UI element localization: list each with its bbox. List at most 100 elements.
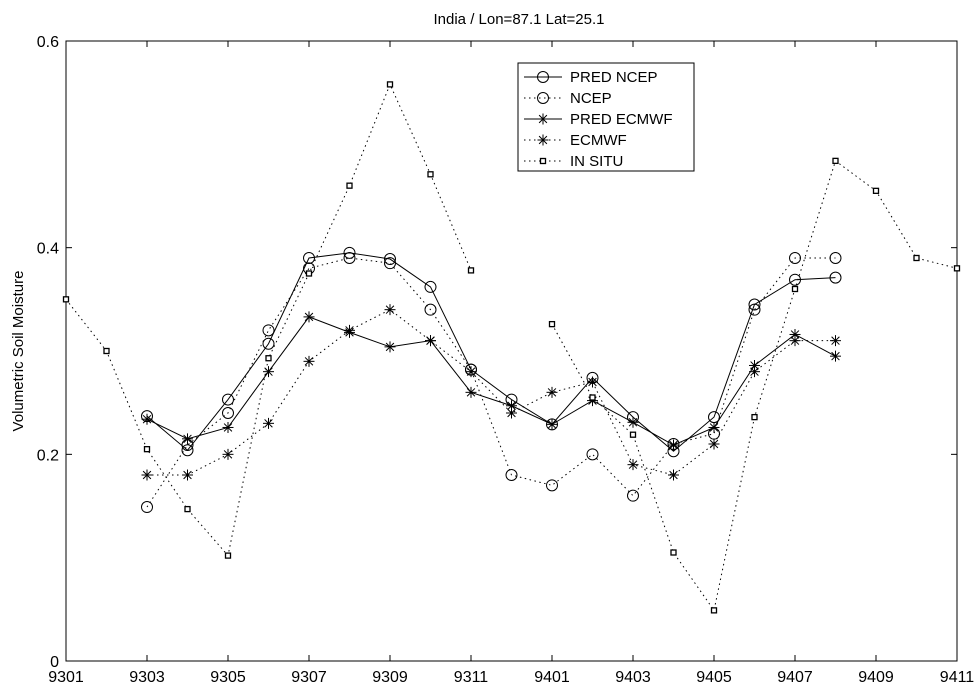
asterisk-stroke <box>264 367 273 376</box>
circle-marker <box>748 303 761 316</box>
circle-marker <box>627 489 639 502</box>
series-in-situ <box>62 81 961 614</box>
square-marker <box>184 505 191 513</box>
circle-marker <box>789 252 801 264</box>
square-marker <box>346 182 353 189</box>
legend-label-in-situ: IN SITU <box>570 153 623 170</box>
asterisk-marker <box>830 350 841 362</box>
asterisk-marker <box>263 417 274 429</box>
asterisk-marker <box>749 359 760 371</box>
asterisk-marker <box>141 469 153 481</box>
legend-label-ncep: NCEP <box>570 90 612 107</box>
asterisk-stroke <box>628 418 638 427</box>
circle-marker <box>537 92 549 104</box>
square-marker <box>467 267 475 274</box>
asterisk-marker <box>182 469 193 481</box>
asterisk-stroke <box>750 367 759 376</box>
asterisk-marker <box>749 366 760 378</box>
asterisk-marker <box>263 366 274 378</box>
asterisk-stroke <box>183 470 192 480</box>
chart-title: India / Lon=87.1 Lat=25.1 <box>434 11 605 28</box>
series-ecmwf <box>141 304 841 481</box>
asterisk-stroke <box>628 460 638 469</box>
plot-frame <box>65 40 958 662</box>
square-marker <box>710 607 718 614</box>
asterisk-marker <box>668 439 679 451</box>
asterisk-marker <box>303 355 315 367</box>
series-line-in-situ <box>65 83 472 557</box>
series-line-in-situ <box>551 160 958 612</box>
square-marker <box>913 254 920 262</box>
asterisk-stroke <box>831 351 840 361</box>
asterisk-stroke <box>385 305 395 314</box>
circle-marker <box>829 271 842 284</box>
asterisk-stroke <box>426 336 435 345</box>
x-tick-label: 9303 <box>129 669 165 686</box>
series-layer <box>62 81 961 614</box>
square-marker <box>386 81 394 88</box>
asterisk-marker <box>546 418 558 430</box>
square-marker <box>832 157 839 165</box>
x-tick-label: 9309 <box>372 669 408 686</box>
asterisk-stroke <box>709 439 719 449</box>
square-marker <box>103 347 110 355</box>
series-line-ncep <box>146 257 836 508</box>
square-marker <box>791 285 799 293</box>
asterisk-stroke <box>142 470 152 480</box>
series-ncep <box>141 252 842 514</box>
asterisk-marker <box>465 366 477 378</box>
circle-marker <box>222 407 234 419</box>
asterisk-stroke <box>507 401 516 411</box>
square-marker <box>143 446 151 453</box>
asterisk-stroke <box>264 419 273 428</box>
circle-marker <box>262 337 275 350</box>
asterisk-marker <box>182 433 193 445</box>
x-axis-ticks: 9301 9303 9305 9307 9309 9311 9401 9403 9405 9407… <box>48 41 974 686</box>
x-tick-label: 9411 <box>940 669 975 686</box>
asterisk-marker <box>537 134 549 146</box>
asterisk-stroke <box>223 450 233 459</box>
asterisk-stroke <box>669 470 678 480</box>
asterisk-stroke <box>831 336 840 345</box>
asterisk-marker <box>789 335 801 347</box>
asterisk-stroke <box>466 367 476 376</box>
square-marker <box>224 552 232 559</box>
asterisk-marker <box>506 400 517 412</box>
legend-label-ecmwf: ECMWF <box>570 132 627 149</box>
asterisk-stroke <box>750 361 759 370</box>
asterisk-stroke <box>538 114 548 124</box>
circle-marker <box>546 479 558 492</box>
y-tick-label: 0.4 <box>37 241 59 258</box>
asterisk-marker <box>830 335 841 347</box>
circle-marker <box>343 246 356 259</box>
series-line-pred-ncep <box>146 252 836 452</box>
square-marker <box>872 187 880 194</box>
circle-marker <box>262 324 275 337</box>
y-axis-label: Volumetric Soil Moisture <box>10 271 27 432</box>
asterisk-marker <box>384 304 396 316</box>
x-tick-label: 9307 <box>291 669 327 686</box>
asterisk-marker <box>668 469 679 481</box>
series-line-pred-ecmwf <box>146 316 836 446</box>
circle-marker <box>537 71 549 83</box>
series-pred-ecmwf <box>141 311 841 451</box>
asterisk-stroke <box>304 312 314 322</box>
asterisk-marker <box>344 324 355 336</box>
asterisk-marker <box>708 421 720 433</box>
asterisk-stroke <box>223 423 233 432</box>
asterisk-stroke <box>790 336 800 345</box>
asterisk-stroke <box>538 135 548 145</box>
circle-marker <box>181 444 194 457</box>
asterisk-marker <box>384 341 396 353</box>
x-tick-label: 9311 <box>454 669 489 686</box>
x-tick-label: 9407 <box>777 669 813 686</box>
asterisk-stroke <box>669 440 678 450</box>
circle-marker <box>141 501 153 514</box>
asterisk-marker <box>627 416 639 428</box>
asterisk-marker <box>222 448 234 460</box>
circle-marker <box>748 298 761 311</box>
asterisk-marker <box>222 421 234 433</box>
y-axis-ticks: 0 0.2 0.4 0.6 <box>37 34 957 671</box>
